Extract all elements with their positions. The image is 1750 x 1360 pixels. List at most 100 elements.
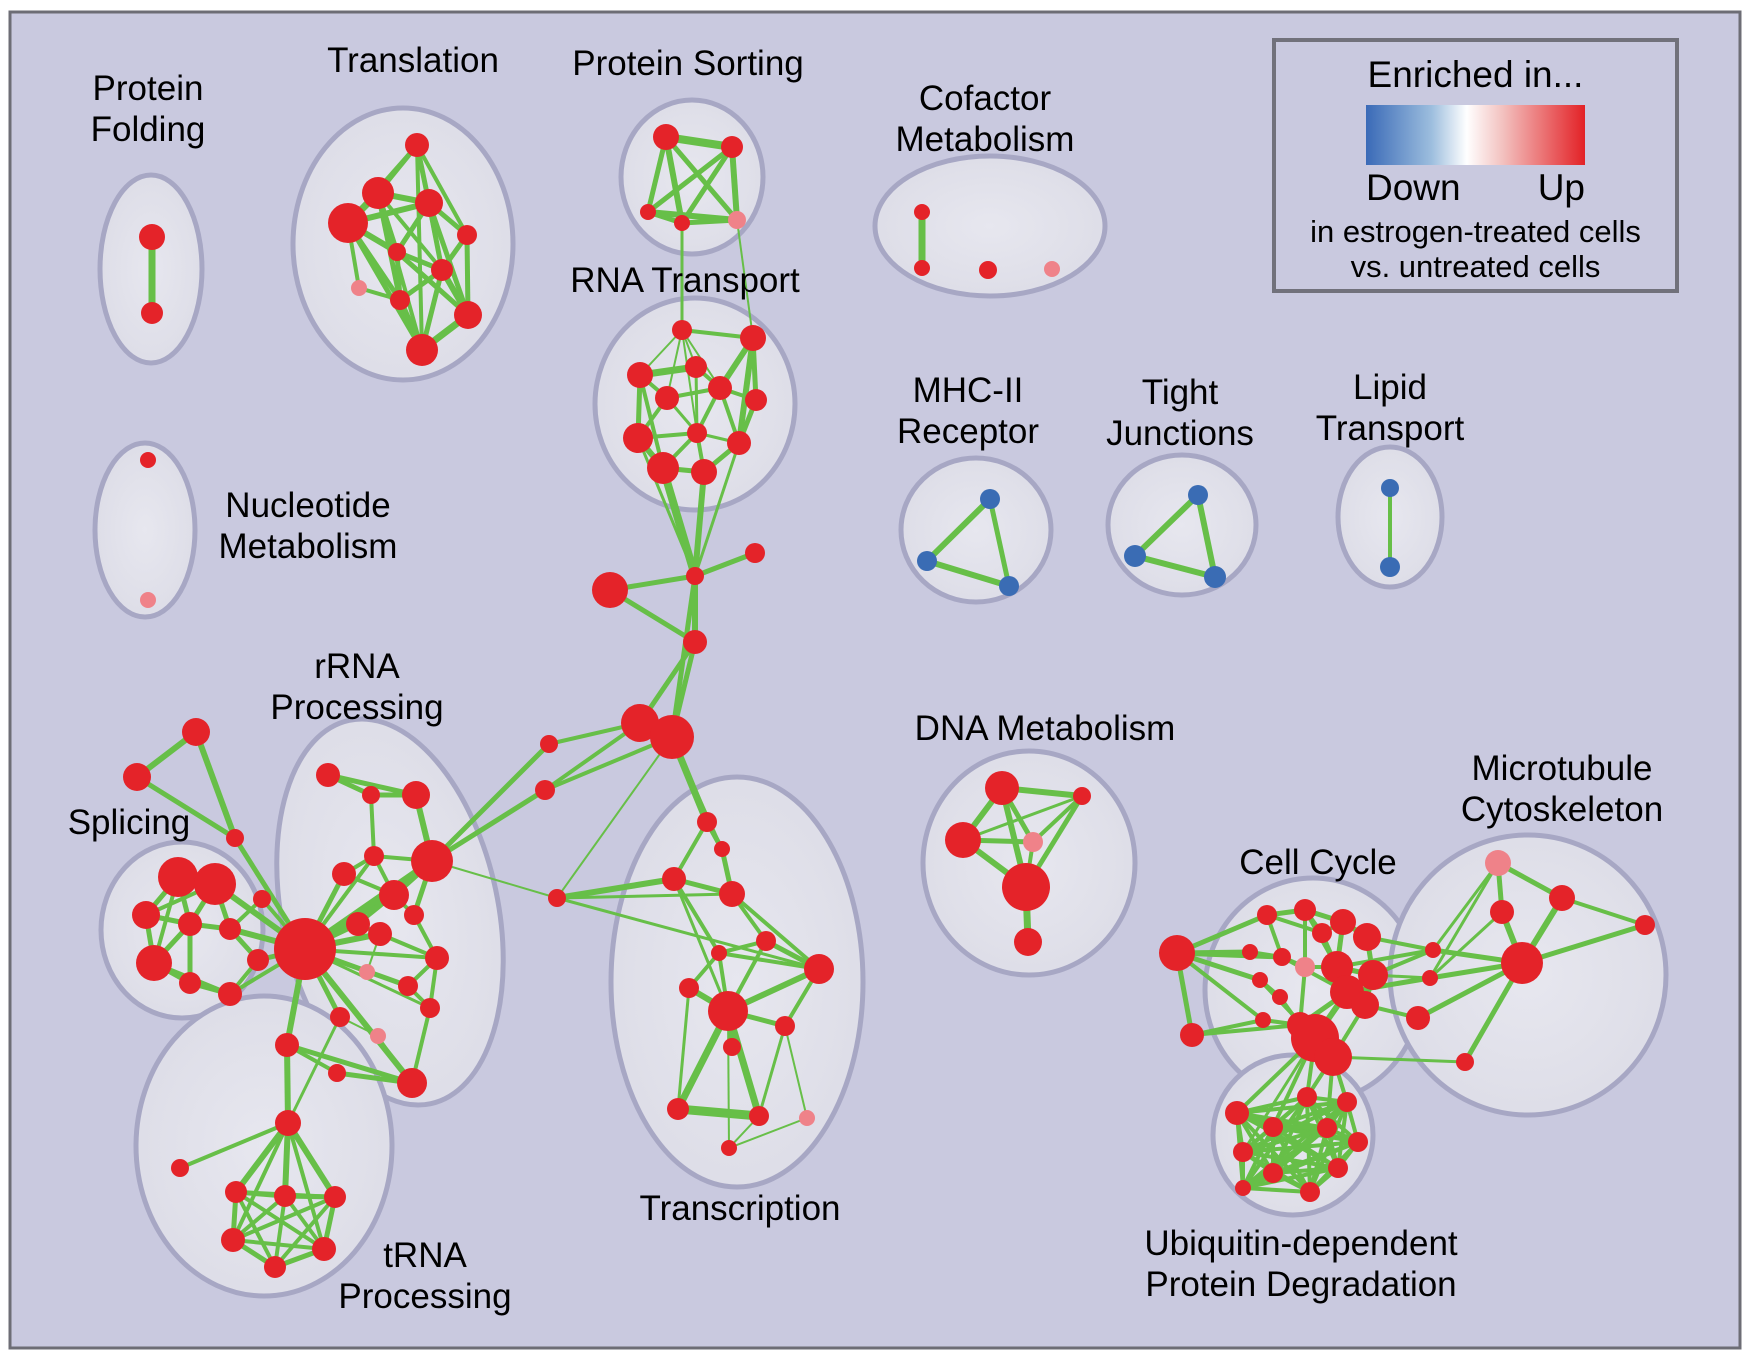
node-ch3[interactable] [662, 867, 686, 891]
node-ub11[interactable] [1300, 1182, 1320, 1202]
node-rr1[interactable] [316, 763, 340, 787]
node-r6[interactable] [708, 376, 732, 400]
node-sp9[interactable] [247, 949, 269, 971]
node-t6[interactable] [388, 243, 406, 261]
node-sp6[interactable] [136, 945, 172, 981]
node-tiso[interactable] [171, 1159, 189, 1177]
node-tx7[interactable] [723, 1038, 741, 1056]
node-r8[interactable] [623, 423, 653, 453]
node-j1[interactable] [686, 567, 704, 585]
node-n1[interactable] [140, 452, 156, 468]
node-tn2[interactable] [274, 1185, 296, 1207]
node-tj3[interactable] [1204, 566, 1226, 588]
node-tx2[interactable] [711, 945, 727, 961]
node-dn6[interactable] [1014, 928, 1042, 956]
node-rr15[interactable] [370, 1028, 386, 1044]
node-sp7[interactable] [179, 972, 201, 994]
node-sp2[interactable] [194, 863, 236, 905]
node-c3[interactable] [979, 261, 997, 279]
node-cc20[interactable] [1314, 1038, 1352, 1076]
node-br[interactable] [275, 1033, 299, 1057]
node-n2[interactable] [140, 592, 156, 608]
node-tn4[interactable] [221, 1228, 245, 1252]
node-m1[interactable] [980, 489, 1000, 509]
node-rr12[interactable] [398, 976, 418, 996]
node-ub7[interactable] [1348, 1132, 1368, 1152]
node-ub3[interactable] [1337, 1092, 1357, 1112]
node-trB[interactable] [123, 763, 151, 791]
node-cr2[interactable] [1422, 970, 1438, 986]
node-mt4[interactable] [1501, 942, 1543, 984]
node-tx6[interactable] [775, 1016, 795, 1036]
node-cr3[interactable] [1406, 1006, 1430, 1030]
node-s4[interactable] [674, 215, 690, 231]
node-r12[interactable] [691, 459, 717, 485]
node-rr11[interactable] [359, 964, 375, 980]
node-tn1[interactable] [225, 1181, 247, 1203]
node-rbig[interactable] [411, 840, 453, 882]
node-t5[interactable] [457, 225, 477, 245]
node-cn[interactable] [548, 889, 566, 907]
node-l1[interactable] [1381, 479, 1399, 497]
node-tj2[interactable] [1124, 545, 1146, 567]
node-tx3[interactable] [804, 954, 834, 984]
node-t11[interactable] [406, 334, 438, 366]
node-g[interactable] [274, 918, 336, 980]
node-sp3[interactable] [132, 901, 160, 929]
node-m3[interactable] [999, 576, 1019, 596]
node-mt5[interactable] [1456, 1053, 1474, 1071]
node-rr9[interactable] [368, 922, 392, 946]
node-cc1[interactable] [1159, 935, 1195, 971]
node-r3[interactable] [685, 356, 707, 378]
node-r7[interactable] [745, 389, 767, 411]
node-r9[interactable] [687, 423, 707, 443]
node-t9[interactable] [390, 290, 410, 310]
node-rr7[interactable] [404, 905, 424, 925]
node-tx9[interactable] [749, 1106, 769, 1126]
node-tx4[interactable] [679, 978, 699, 998]
node-rr5[interactable] [332, 862, 356, 886]
node-t10[interactable] [454, 301, 482, 329]
node-r1[interactable] [672, 320, 692, 340]
node-tx11[interactable] [721, 1140, 737, 1156]
node-jm[interactable] [683, 630, 707, 654]
node-cc3[interactable] [1257, 905, 1277, 925]
node-ub8[interactable] [1263, 1163, 1283, 1183]
node-t2[interactable] [362, 177, 394, 209]
node-tj1[interactable] [1188, 485, 1208, 505]
node-dn3[interactable] [1073, 787, 1091, 805]
node-cc4[interactable] [1294, 899, 1316, 921]
node-tx10[interactable] [799, 1110, 815, 1126]
node-t8[interactable] [351, 280, 367, 296]
node-sp4[interactable] [178, 912, 202, 936]
node-rr10[interactable] [425, 946, 449, 970]
node-sp1[interactable] [158, 857, 198, 897]
node-l2[interactable] [1380, 557, 1400, 577]
node-s3[interactable] [640, 204, 656, 220]
node-c1[interactable] [914, 204, 930, 220]
node-thub[interactable] [275, 1110, 301, 1136]
node-s2[interactable] [721, 136, 743, 158]
node-cc14[interactable] [1272, 989, 1288, 1005]
node-r5[interactable] [655, 386, 679, 410]
node-ub4[interactable] [1263, 1117, 1283, 1137]
node-cc10[interactable] [1295, 957, 1315, 977]
node-mt1[interactable] [1485, 850, 1511, 876]
node-ub5[interactable] [1233, 1142, 1253, 1162]
node-sp8[interactable] [218, 982, 242, 1006]
node-cc11[interactable] [1321, 951, 1353, 983]
node-dn4[interactable] [1023, 832, 1043, 852]
node-mt6[interactable] [1635, 915, 1655, 935]
node-rr8[interactable] [346, 912, 370, 936]
node-ub2[interactable] [1297, 1087, 1317, 1107]
node-ch4[interactable] [719, 881, 745, 907]
node-pf1[interactable] [139, 224, 165, 250]
node-cr1[interactable] [1425, 942, 1441, 958]
node-sm1[interactable] [540, 735, 558, 753]
node-dn1[interactable] [985, 771, 1019, 805]
node-tn3[interactable] [324, 1186, 346, 1208]
node-trA[interactable] [182, 718, 210, 746]
node-rr6[interactable] [379, 880, 409, 910]
node-cc8[interactable] [1242, 944, 1258, 960]
node-r4[interactable] [627, 362, 653, 388]
